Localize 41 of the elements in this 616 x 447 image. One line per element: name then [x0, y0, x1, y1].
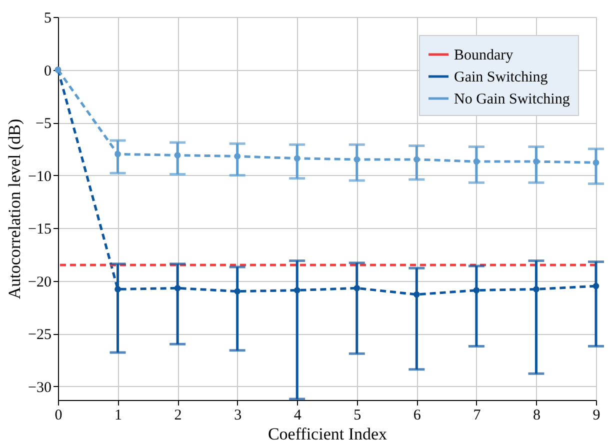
point	[234, 153, 240, 160]
point	[473, 158, 480, 165]
point	[234, 288, 240, 294]
point	[533, 286, 540, 292]
point	[354, 285, 360, 292]
y-axis-title: Autocorrelation level (dB)	[5, 118, 24, 300]
x-tick-label: 5	[354, 408, 362, 424]
point	[114, 151, 121, 158]
x-axis-title: Coefficient Index	[268, 424, 388, 444]
point	[592, 282, 600, 290]
point	[174, 285, 181, 292]
y-tick-label: 0	[44, 63, 52, 80]
point	[294, 155, 300, 162]
x-tick-label: 9	[592, 408, 600, 424]
point	[533, 158, 540, 165]
point	[414, 291, 420, 298]
x-tick-label: 7	[473, 408, 482, 424]
point	[414, 156, 420, 163]
point	[174, 152, 181, 158]
y-tick-label: −20	[28, 274, 52, 290]
x-tick-label: 4	[294, 408, 302, 424]
x-tick-label: 0	[54, 408, 62, 424]
y-tick-label: −30	[28, 380, 52, 396]
x-tick-label: 1	[114, 408, 122, 424]
legend-label: Boundary	[454, 48, 514, 64]
point	[354, 156, 360, 163]
x-tick-label: 3	[234, 408, 242, 424]
point	[294, 287, 300, 294]
y-tick-label: 5	[44, 10, 52, 26]
point	[592, 159, 600, 166]
x-tick-label: 2	[174, 408, 182, 424]
y-tick-label: −10	[28, 168, 52, 185]
point	[114, 286, 121, 292]
legend-label: Gain Switching	[454, 70, 548, 86]
x-tick-label: 8	[532, 408, 540, 424]
legend-label: No Gain Switching	[454, 92, 570, 108]
x-tick-label: 6	[413, 408, 422, 424]
point	[473, 287, 480, 294]
y-tick-label: −15	[28, 222, 52, 238]
y-tick-label: −5	[36, 116, 52, 132]
y-tick-label: −25	[28, 327, 52, 344]
